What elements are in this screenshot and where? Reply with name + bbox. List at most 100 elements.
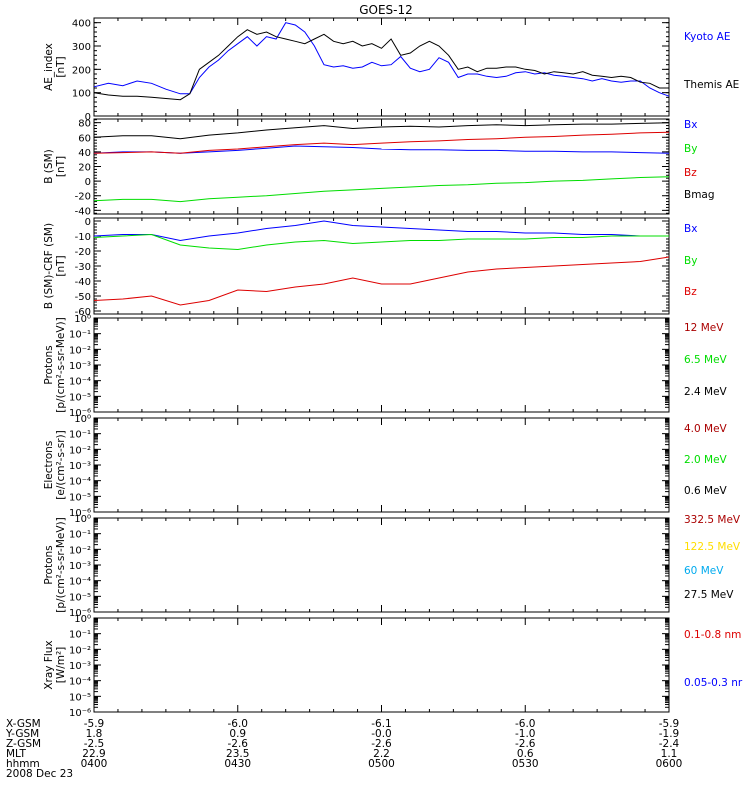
y-axis-label: Protons	[43, 345, 55, 384]
panel-frame	[93, 517, 670, 613]
y-tick-label: -50	[75, 292, 91, 303]
y-tick-label: 400	[72, 19, 91, 30]
legend-entry: 60 MeV	[684, 565, 724, 577]
y-axis-label: [p/(cm²-s-sr-MeV)]	[55, 317, 67, 412]
y-tick-label: 300	[72, 42, 91, 53]
y-tick-label: -40	[75, 277, 91, 288]
legend-entry: 2.0 MeV	[684, 454, 728, 466]
legend-entry: Bx	[684, 223, 697, 235]
series-line-bz	[93, 256, 670, 306]
y-tick-label: 10⁻²	[69, 345, 91, 356]
y-tick-label: 10⁻¹	[69, 330, 91, 341]
y-axis-label: [nT]	[55, 156, 67, 177]
y-tick-label: -10	[75, 232, 91, 243]
x-row-label: X-GSM	[6, 718, 41, 730]
y-tick-label: 0	[85, 217, 91, 228]
y-tick-label: -20	[75, 192, 91, 203]
panel-xray: 10⁰ 10⁻¹ 10⁻² 10⁻³ 10⁻⁴ 10⁻⁵ 10⁻⁶ Xray Flux [W/m…	[43, 614, 743, 719]
legend-entry: Bmag	[684, 189, 715, 201]
y-tick-label: -20	[75, 247, 91, 258]
x-tick-value: 0400	[81, 758, 108, 770]
x-tick-value: 1.1	[661, 748, 678, 760]
legend-entry: Bz	[684, 167, 697, 179]
y-tick-label: 10⁻⁵	[69, 692, 91, 703]
y-tick-label: 0	[85, 112, 91, 123]
x-tick-value: -2.6	[515, 738, 536, 750]
y-tick-label: 10⁻³	[69, 361, 91, 372]
legend-entry: 332.5 MeV	[684, 514, 741, 526]
y-tick-label: 200	[72, 65, 91, 76]
x-tick-value: -2.6	[371, 738, 392, 750]
panel-ae: 0 100 200 300 400 AE_index [nT] Kyoto AE Themis …	[43, 17, 739, 123]
legend-entry: Themis AE	[683, 79, 739, 91]
legend-entry: Kyoto AE	[684, 31, 730, 43]
y-tick-label: 10⁻³	[69, 661, 91, 672]
y-tick-label: -30	[75, 262, 91, 273]
y-tick-label: 10⁻³	[69, 461, 91, 472]
x-tick-value: 0430	[224, 758, 251, 770]
panel-frame	[93, 317, 670, 413]
y-axis-label: AE_index	[43, 43, 55, 91]
y-tick-label: 10⁻⁵	[69, 392, 91, 403]
x-tick-value: -5.9	[659, 718, 680, 730]
legend-entry: 122.5 MeV	[684, 541, 741, 553]
y-axis-label: Protons	[43, 545, 55, 584]
y-tick-label: 10⁰	[74, 314, 91, 325]
x-tick-value: -2.4	[659, 738, 680, 750]
y-tick-label: 80	[78, 119, 91, 130]
y-tick-label: 0	[85, 177, 91, 188]
y-axis-label: Xray Flux	[43, 640, 55, 689]
panel-frame	[93, 417, 670, 513]
y-tick-label: 10⁻⁴	[69, 677, 91, 688]
x-tick-value: 0.6	[517, 748, 534, 760]
y-tick-label: 10⁻²	[69, 445, 91, 456]
x-tick-value: -5.9	[84, 718, 105, 730]
y-tick-label: 100	[72, 89, 91, 100]
y-tick-label: 10⁻⁴	[69, 577, 91, 588]
y-tick-label: 10⁰	[74, 514, 91, 525]
legend-entry: By	[684, 255, 697, 267]
y-tick-label: 10⁻⁶	[69, 508, 91, 519]
legend-entry: Bz	[684, 286, 697, 298]
legend-entry: 27.5 MeV	[684, 589, 734, 601]
panel-frame	[93, 217, 670, 315]
y-tick-label: 10⁻⁴	[69, 477, 91, 488]
y-tick-label: 10⁻⁶	[69, 708, 91, 719]
x-tick-value: 1.8	[86, 728, 103, 740]
x-row-label: MLT	[6, 748, 26, 760]
y-tick-label: 10⁻⁴	[69, 377, 91, 388]
x-tick-value: 0600	[656, 758, 683, 770]
x-tick-value: -6.0	[515, 718, 536, 730]
x-tick-value: 22.9	[82, 748, 105, 760]
legend-entry: 4.0 MeV	[684, 423, 728, 435]
x-tick-value: -0.0	[371, 728, 392, 740]
legend-entry: 0.6 MeV	[684, 485, 728, 497]
x-tick-value: -6.0	[228, 718, 249, 730]
x-tick-value: 0500	[368, 758, 395, 770]
series-line-by	[93, 233, 669, 251]
figure-title: GOES-12	[359, 3, 413, 17]
y-tick-label: 10⁻¹	[69, 430, 91, 441]
panel-b: -40 -20 0 20 40 60 80 B (SM) [nT] Bx By Bz Bmag	[43, 118, 715, 217]
panel-protons2: 10⁰ 10⁻¹ 10⁻² 10⁻³ 10⁻⁴ 10⁻⁵ 10⁻⁶ Protons [p/(cm…	[43, 514, 741, 619]
y-tick-label: 20	[78, 163, 91, 174]
legend-entry: By	[684, 143, 697, 155]
x-tick-value: -2.5	[84, 738, 105, 750]
y-tick-label: 60	[78, 133, 91, 144]
x-row-label: hhmm	[6, 758, 40, 770]
y-tick-label: 10⁻⁵	[69, 592, 91, 603]
y-tick-label: 10⁰	[74, 414, 91, 425]
x-row-label: Z-GSM	[6, 738, 41, 750]
y-axis-label: Electrons	[43, 441, 55, 490]
panel-frame	[93, 617, 670, 713]
y-tick-label: -40	[75, 206, 91, 217]
y-axis-label: [p/(cm²-s-sr-MeV)]	[55, 517, 67, 612]
legend-entry: 0.05-0.3 nr	[684, 677, 743, 689]
series-line-themis-ae	[93, 29, 669, 101]
series-line-bmag	[93, 122, 670, 140]
legend-entry: 0.1-0.8 nm	[684, 629, 741, 641]
legend-entry: 6.5 MeV	[684, 354, 728, 366]
y-tick-label: 40	[78, 148, 91, 159]
